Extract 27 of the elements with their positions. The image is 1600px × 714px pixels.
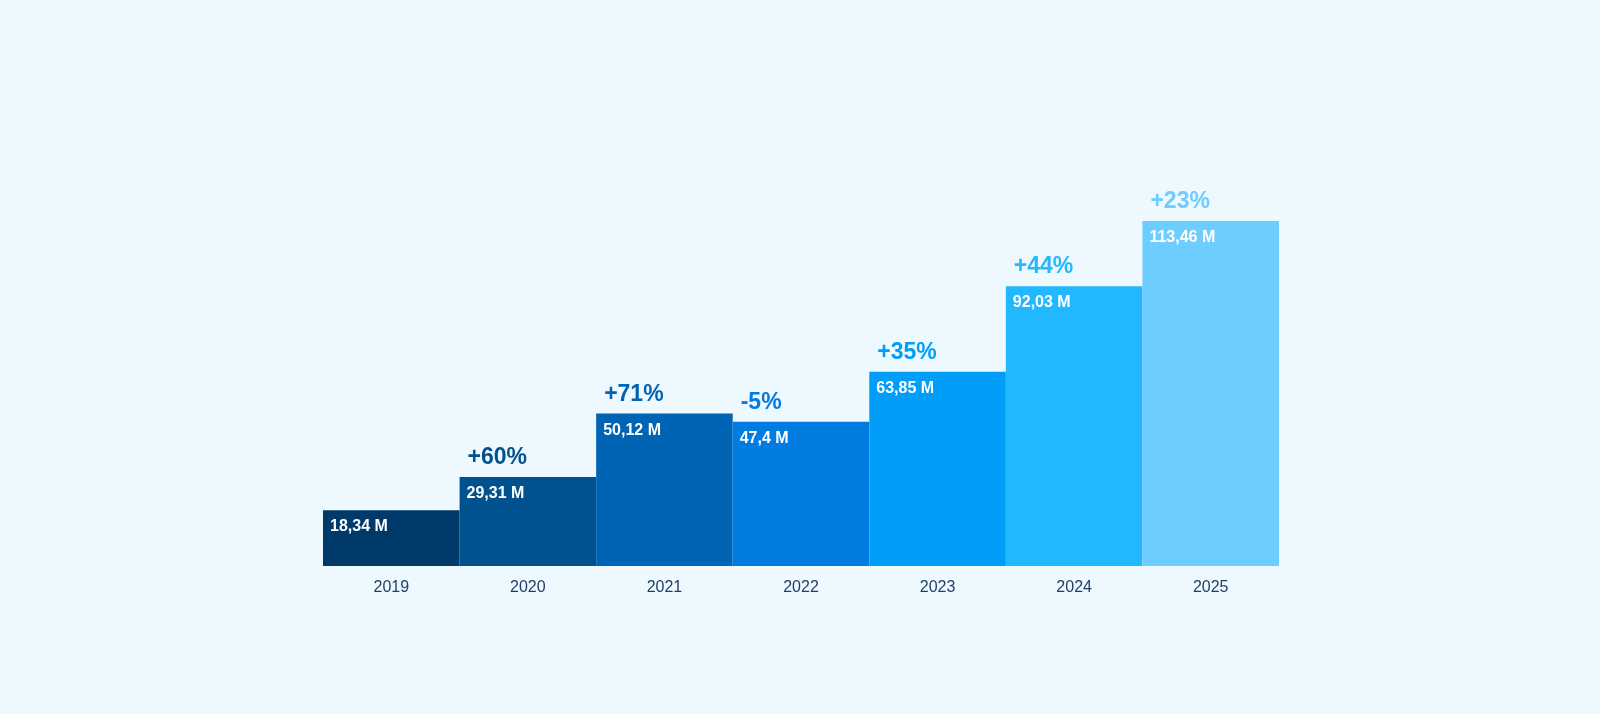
annotation: +35% <box>877 337 937 364</box>
bar <box>869 371 1006 566</box>
x-tick-label: 2023 <box>919 577 956 595</box>
data-label: 29,31 M <box>466 483 525 501</box>
bar <box>1142 221 1279 566</box>
annotation: +60% <box>467 442 528 469</box>
bar <box>732 421 870 566</box>
annotation: +71% <box>604 379 664 406</box>
data-label: 18,34 M <box>330 517 388 535</box>
data-label: 47,4 M <box>739 428 789 446</box>
x-tick-label: 2022 <box>783 577 819 595</box>
x-tick-label: 2021 <box>646 577 683 595</box>
x-tick-label: 2024 <box>1056 577 1093 595</box>
x-tick-label: 2020 <box>510 577 546 595</box>
annotation: +23% <box>1150 187 1210 213</box>
bar <box>1005 286 1143 566</box>
x-tick-label: 2019 <box>373 577 410 595</box>
data-label: 92,03 M <box>1012 293 1071 311</box>
data-label: 113,46 M <box>1149 228 1216 245</box>
annotation: +44% <box>1013 252 1074 279</box>
x-tick-label: 2025 <box>1192 577 1229 595</box>
bar <box>596 413 733 566</box>
data-label: 63,85 M <box>876 378 935 396</box>
bar <box>459 476 597 566</box>
bar <box>323 510 460 566</box>
data-label: 50,12 M <box>603 420 661 438</box>
annotation: -5% <box>740 387 782 414</box>
